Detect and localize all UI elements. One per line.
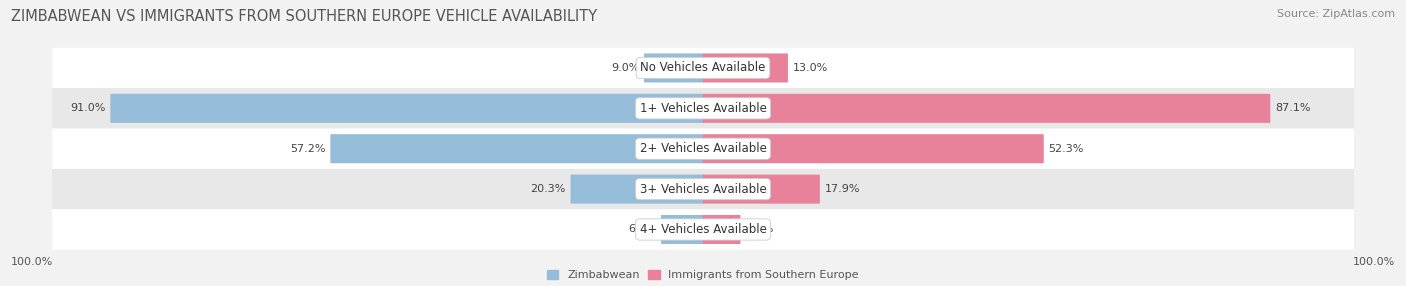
Legend: Zimbabwean, Immigrants from Southern Europe: Zimbabwean, Immigrants from Southern Eur…	[547, 270, 859, 281]
Text: 100.0%: 100.0%	[1353, 257, 1395, 267]
FancyBboxPatch shape	[703, 53, 787, 82]
FancyBboxPatch shape	[52, 128, 1354, 169]
Text: 1+ Vehicles Available: 1+ Vehicles Available	[640, 102, 766, 115]
Text: 9.0%: 9.0%	[610, 63, 640, 73]
Text: 20.3%: 20.3%	[530, 184, 565, 194]
Text: 52.3%: 52.3%	[1049, 144, 1084, 154]
Text: 87.1%: 87.1%	[1275, 103, 1310, 113]
Text: 17.9%: 17.9%	[825, 184, 860, 194]
Text: Source: ZipAtlas.com: Source: ZipAtlas.com	[1277, 9, 1395, 19]
FancyBboxPatch shape	[52, 169, 1354, 209]
FancyBboxPatch shape	[703, 215, 741, 244]
FancyBboxPatch shape	[110, 94, 703, 123]
Text: 5.7%: 5.7%	[745, 225, 773, 235]
Text: 6.4%: 6.4%	[627, 225, 657, 235]
Text: No Vehicles Available: No Vehicles Available	[640, 61, 766, 74]
Text: 91.0%: 91.0%	[70, 103, 105, 113]
Text: 57.2%: 57.2%	[290, 144, 325, 154]
FancyBboxPatch shape	[52, 209, 1354, 250]
FancyBboxPatch shape	[661, 215, 703, 244]
FancyBboxPatch shape	[703, 174, 820, 204]
FancyBboxPatch shape	[52, 88, 1354, 128]
Text: 13.0%: 13.0%	[793, 63, 828, 73]
Text: 2+ Vehicles Available: 2+ Vehicles Available	[640, 142, 766, 155]
FancyBboxPatch shape	[330, 134, 703, 163]
FancyBboxPatch shape	[703, 134, 1043, 163]
Text: 3+ Vehicles Available: 3+ Vehicles Available	[640, 182, 766, 196]
FancyBboxPatch shape	[703, 94, 1270, 123]
FancyBboxPatch shape	[571, 174, 703, 204]
Text: 100.0%: 100.0%	[11, 257, 53, 267]
FancyBboxPatch shape	[52, 48, 1354, 88]
Text: 4+ Vehicles Available: 4+ Vehicles Available	[640, 223, 766, 236]
Text: ZIMBABWEAN VS IMMIGRANTS FROM SOUTHERN EUROPE VEHICLE AVAILABILITY: ZIMBABWEAN VS IMMIGRANTS FROM SOUTHERN E…	[11, 9, 598, 23]
FancyBboxPatch shape	[644, 53, 703, 82]
